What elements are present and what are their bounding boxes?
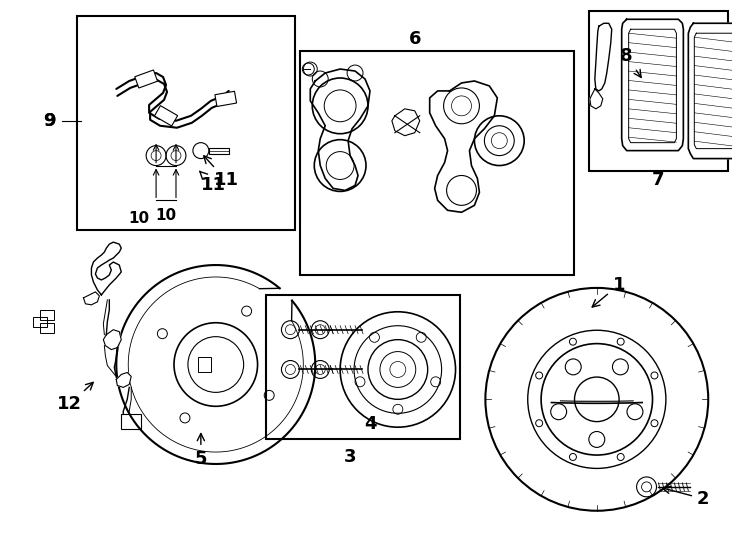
Text: 6: 6 — [409, 30, 421, 48]
Polygon shape — [84, 292, 99, 305]
Polygon shape — [622, 19, 683, 151]
Text: 5: 5 — [195, 434, 207, 468]
Bar — [266, 295, 459, 439]
Bar — [40, 310, 54, 320]
Polygon shape — [103, 330, 121, 349]
Text: 9: 9 — [43, 112, 56, 130]
Text: 3: 3 — [344, 448, 356, 466]
Text: 10: 10 — [128, 211, 150, 226]
Polygon shape — [215, 91, 236, 106]
Text: 4: 4 — [364, 415, 377, 433]
Text: 2: 2 — [663, 487, 710, 508]
Text: 10: 10 — [156, 208, 177, 223]
Polygon shape — [116, 373, 131, 387]
Bar — [76, 16, 295, 230]
Polygon shape — [154, 106, 178, 126]
Bar — [33, 317, 47, 327]
Polygon shape — [92, 242, 121, 295]
Bar — [40, 323, 54, 333]
Polygon shape — [590, 89, 603, 109]
Bar — [208, 147, 229, 153]
Polygon shape — [595, 23, 611, 91]
Polygon shape — [429, 81, 498, 212]
Text: 8: 8 — [620, 47, 641, 77]
Polygon shape — [688, 23, 734, 159]
Text: 11: 11 — [204, 156, 239, 190]
Bar — [121, 414, 141, 429]
Bar — [300, 51, 574, 275]
Text: 12: 12 — [57, 382, 93, 413]
Text: 9: 9 — [43, 112, 56, 130]
Text: 11: 11 — [200, 171, 226, 194]
Polygon shape — [310, 69, 370, 191]
Bar — [589, 11, 728, 171]
Polygon shape — [392, 109, 420, 136]
Polygon shape — [135, 70, 158, 88]
Text: 7: 7 — [653, 172, 665, 190]
Text: 1: 1 — [592, 276, 625, 307]
Bar — [198, 356, 211, 373]
